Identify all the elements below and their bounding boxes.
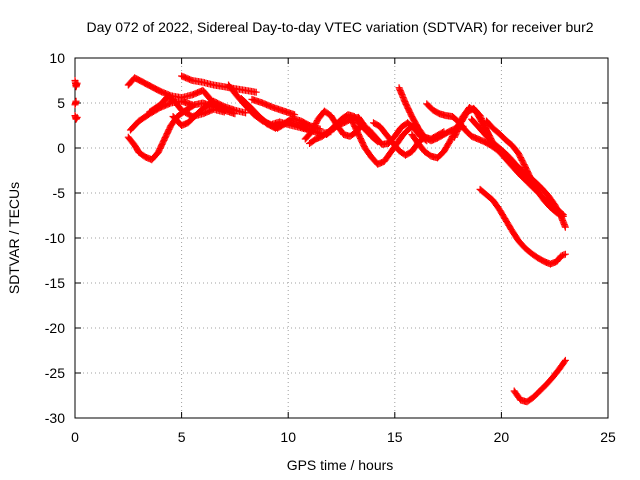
series-arc-9 (178, 72, 260, 96)
x-tick-labels: 0 5 10 15 20 25 (71, 429, 616, 445)
x-axis-label: GPS time / hours (287, 457, 394, 473)
data-point (73, 79, 81, 87)
data-point (242, 109, 250, 117)
series-arc-2 (71, 97, 80, 109)
y-tick-label: -25 (45, 365, 65, 381)
y-tick-label: -20 (45, 320, 65, 336)
series-arc-8 (169, 97, 250, 129)
x-tick-label: 20 (494, 429, 510, 445)
data-point (73, 113, 81, 121)
y-axis-label: SDTVAR / TECUs (6, 182, 22, 294)
x-tick-label: 15 (387, 429, 403, 445)
data-points (71, 72, 569, 406)
y-tick-label: -5 (53, 185, 66, 201)
x-tick-label: 25 (600, 429, 616, 445)
data-point (561, 356, 569, 364)
data-point (560, 358, 568, 366)
data-point (558, 212, 566, 220)
series-arc-1 (71, 77, 81, 91)
chart-title: Day 072 of 2022, Sidereal Day-to-day VTE… (86, 19, 593, 35)
series-arc-3 (71, 112, 81, 123)
series-arc-25 (482, 117, 567, 220)
series-arc-27 (510, 356, 569, 406)
y-tick-label: 5 (57, 95, 65, 111)
y-tick-label: -10 (45, 230, 65, 246)
axis-ticks (74, 57, 609, 419)
x-tick-label: 5 (178, 429, 186, 445)
y-tick-label: -15 (45, 275, 65, 291)
data-point (561, 223, 569, 231)
data-point (72, 97, 80, 105)
series-arc-26 (476, 185, 569, 268)
data-point (291, 111, 299, 119)
series-arc-13 (248, 95, 299, 119)
data-point (559, 212, 567, 220)
y-tick-labels: -30 -25 -20 -15 -10 -5 0 5 10 (45, 50, 65, 426)
y-tick-label: 0 (57, 140, 65, 156)
data-point (561, 250, 569, 258)
data-point (252, 88, 260, 96)
data-point (188, 101, 196, 109)
x-tick-label: 10 (280, 429, 296, 445)
y-tick-label: -30 (45, 410, 65, 426)
x-tick-label: 0 (71, 429, 79, 445)
y-tick-label: 10 (49, 50, 65, 66)
